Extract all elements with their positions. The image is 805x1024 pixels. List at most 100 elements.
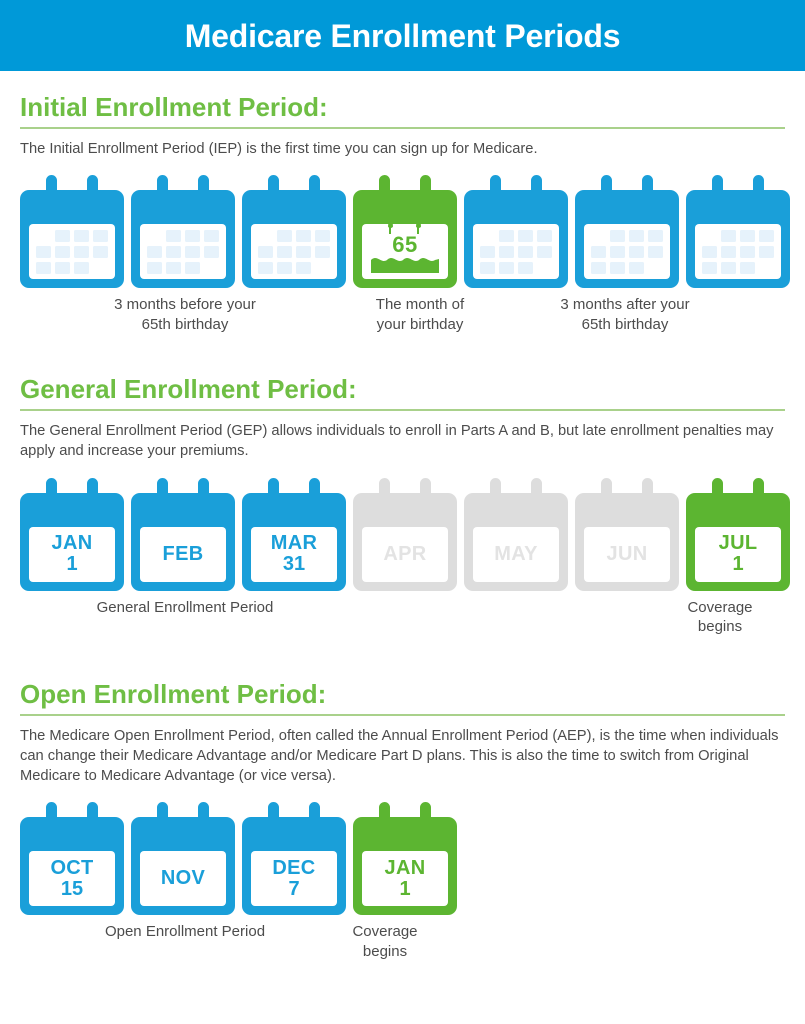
- calendar-month-label: JAN: [51, 531, 93, 554]
- calendar-caption: General Enrollment Period: [0, 598, 370, 618]
- calendar-month-label: JUL: [718, 531, 758, 554]
- calendar-day-cell: [740, 262, 755, 275]
- page-header: Medicare Enrollment Periods: [0, 0, 805, 71]
- calendar-icon[interactable]: MAY: [464, 475, 568, 591]
- calendar-day-cell: [185, 230, 200, 243]
- calendar-caption: Coverage begins: [650, 598, 790, 638]
- calendar-day-cell: [518, 246, 533, 259]
- calendar-day-label: 1: [66, 553, 78, 576]
- calendar-day-cell: [610, 262, 625, 275]
- calendar-cell: APR: [353, 475, 457, 591]
- calendar-month-label: DEC: [272, 856, 316, 879]
- calendar-page: [584, 224, 670, 280]
- calendar-caption: 3 months after your 65th birthday: [440, 295, 805, 335]
- calendar-day-cell: [55, 262, 70, 275]
- calendar-icon[interactable]: NOV: [131, 800, 235, 916]
- birthday-cake-icon: 65: [369, 221, 441, 275]
- calendar-day-cell: [759, 246, 774, 259]
- birthday-cake-calendar-icon[interactable]: 65: [353, 173, 457, 289]
- calendar-icon[interactable]: [464, 173, 568, 289]
- calendar-icon[interactable]: [131, 173, 235, 289]
- calendar-icon[interactable]: JUN: [575, 475, 679, 591]
- calendar-month-label: OCT: [50, 856, 94, 879]
- calendar-day-cell: [480, 230, 495, 242]
- calendar-cell: FEB: [131, 475, 235, 591]
- calendar-day-cell: [610, 246, 625, 259]
- calendar-day-cell: [518, 262, 533, 275]
- calendar-row-open: OCT 15 NOV DEC 7 JAN 1: [20, 800, 785, 916]
- calendar-day-cell: [36, 230, 51, 242]
- calendar-month-label: MAR: [270, 531, 318, 554]
- calendar-day-cell: [55, 246, 70, 259]
- calendar-day-cell: [166, 246, 181, 259]
- calendar-icon[interactable]: JUL 1: [686, 475, 790, 591]
- calendar-day-cell: [648, 262, 663, 274]
- calendar-icon[interactable]: APR: [353, 475, 457, 591]
- calendar-row-initial: 65: [20, 173, 790, 289]
- page-title: Medicare Enrollment Periods: [184, 17, 621, 54]
- calendar-day-cell: [629, 230, 644, 243]
- calendar-caption: Open Enrollment Period: [0, 922, 370, 942]
- calendar-page: [29, 224, 115, 280]
- calendar-day-cell: [277, 262, 292, 275]
- calendar-day-cell: [740, 246, 755, 259]
- calendar-day-cell: [537, 230, 552, 243]
- calendar-day-cell: [315, 230, 330, 243]
- calendar-day-cell: [480, 262, 495, 275]
- calendar-day-grid: [36, 230, 108, 275]
- caption-line-1: The month of: [375, 296, 465, 314]
- section-heading-open: Open Enrollment Period:: [20, 678, 327, 709]
- calendar-day-label: 7: [288, 877, 300, 900]
- calendar-page: [251, 224, 337, 280]
- calendar-day-cell: [702, 262, 717, 275]
- caption-row-general: General Enrollment Period Coverage begins: [20, 598, 785, 642]
- calendar-icon[interactable]: FEB: [131, 475, 235, 591]
- calendar-day-cell: [93, 262, 108, 274]
- calendar-day-cell: [499, 230, 514, 243]
- age-label: 65: [392, 232, 418, 258]
- calendar-day-cell: [36, 262, 51, 275]
- calendar-icon[interactable]: JAN 1: [353, 800, 457, 916]
- candle-icon: [389, 227, 391, 235]
- calendar-icon[interactable]: OCT 15: [20, 800, 124, 916]
- calendar-day-cell: [74, 230, 89, 243]
- calendar-day-label: 31: [282, 553, 306, 576]
- calendar-day-cell: [721, 246, 736, 259]
- caption-line-1: Coverage: [352, 923, 418, 941]
- calendar-icon[interactable]: DEC 7: [242, 800, 346, 916]
- calendar-icon[interactable]: [242, 173, 346, 289]
- calendar-day-cell: [147, 262, 162, 275]
- calendar-page: JAN 1: [29, 526, 115, 582]
- calendar-page: APR: [362, 526, 448, 582]
- caption-line-1: General Enrollment Period: [96, 598, 274, 616]
- calendar-icon[interactable]: MAR 31: [242, 475, 346, 591]
- calendar-day-cell: [93, 230, 108, 243]
- calendar-day-grid: [702, 230, 774, 275]
- calendar-day-cell: [204, 230, 219, 243]
- section-heading-initial: Initial Enrollment Period:: [20, 92, 328, 122]
- calendar-day-cell: [499, 262, 514, 275]
- caption-line-1: 3 months before your: [114, 296, 256, 314]
- calendar-cell: DEC 7: [242, 800, 346, 916]
- section-divider: [20, 126, 785, 129]
- calendar-day-label: 15: [60, 877, 84, 900]
- calendar-day-cell: [721, 262, 736, 275]
- section-divider: [20, 713, 785, 716]
- calendar-day-cell: [296, 246, 311, 259]
- calendar-day-cell: [36, 246, 51, 259]
- calendar-page: DEC 7: [251, 851, 337, 907]
- calendar-icon[interactable]: [686, 173, 790, 289]
- calendar-icon[interactable]: [20, 173, 124, 289]
- calendar-day-cell: [591, 262, 606, 275]
- calendar-day-label: 1: [732, 553, 744, 576]
- calendar-icon[interactable]: JAN 1: [20, 475, 124, 591]
- calendar-month-label: JUN: [606, 542, 648, 565]
- calendar-day-cell: [93, 246, 108, 259]
- calendar-page: FEB: [140, 526, 226, 582]
- infographic-body: Initial Enrollment Period: The Initial E…: [0, 92, 805, 966]
- calendar-day-cell: [610, 230, 625, 243]
- calendar-day-grid: [591, 230, 663, 275]
- calendar-icon[interactable]: [575, 173, 679, 289]
- calendar-day-cell: [277, 230, 292, 243]
